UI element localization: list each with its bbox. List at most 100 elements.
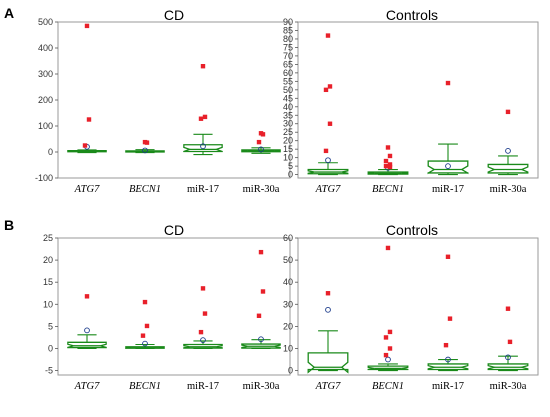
y-tick-label: 500 — [38, 17, 53, 27]
mean-marker — [445, 163, 451, 169]
outlier-point — [82, 143, 88, 148]
outlier-point — [507, 339, 513, 345]
y-tick-label: 5 — [288, 161, 293, 171]
panel-letter-b: B — [4, 217, 14, 233]
mean-marker — [505, 148, 511, 154]
y-tick-label: 70 — [283, 51, 293, 61]
box-body — [125, 150, 165, 153]
outlier-point — [325, 33, 331, 38]
y-tick-label: 10 — [283, 343, 293, 353]
mean-marker — [505, 354, 511, 361]
mean-marker — [200, 143, 206, 150]
box-body — [307, 168, 349, 175]
category-label: BECN1 — [372, 184, 404, 195]
category-label: BECN1 — [372, 381, 404, 392]
outlier-point — [198, 329, 204, 335]
outlier-point — [260, 289, 266, 294]
box-body — [427, 363, 469, 371]
outlier-point — [445, 254, 451, 259]
outlier-point — [385, 145, 391, 150]
box-mir-30a — [487, 109, 529, 176]
outlier-point — [505, 306, 511, 311]
y-tick-label: 200 — [38, 95, 53, 105]
outlier-point — [256, 139, 262, 145]
mean-marker — [142, 147, 148, 154]
y-tick-label: 25 — [43, 233, 53, 243]
y-tick-label: 100 — [38, 121, 53, 131]
box-mir-17 — [427, 254, 469, 372]
outlier-point — [84, 23, 90, 29]
box-body — [183, 144, 223, 153]
outlier-point — [443, 342, 449, 348]
category-label: miR-30a — [243, 184, 280, 195]
box-becn1 — [125, 299, 165, 350]
box-body — [125, 346, 165, 349]
y-tick-label: 5 — [48, 321, 53, 331]
box-body — [241, 343, 281, 349]
y-tick-label: 50 — [283, 255, 293, 265]
box-body — [307, 352, 349, 374]
box-body — [183, 343, 223, 349]
category-label: miR-17 — [187, 184, 219, 195]
mean-marker — [325, 306, 331, 313]
category-label: ATG7 — [74, 184, 100, 195]
outlier-point — [198, 116, 204, 121]
outlier-point — [144, 323, 150, 329]
category-label: miR-17 — [187, 381, 219, 392]
outlier-point — [144, 140, 150, 145]
y-tick-label: 0 — [288, 366, 293, 376]
category-label: miR-17 — [432, 184, 464, 195]
outlier-point — [325, 291, 331, 296]
box-atg7 — [67, 294, 107, 350]
outlier-point — [200, 64, 206, 69]
mean-marker — [445, 356, 451, 363]
mean-marker — [258, 336, 264, 343]
mean-marker — [200, 337, 206, 343]
y-tick-label: 20 — [283, 136, 293, 146]
outlier-point — [327, 121, 333, 126]
category-label: ATG7 — [315, 184, 341, 195]
category-label: BECN1 — [129, 381, 161, 392]
box-mir-17 — [427, 80, 469, 176]
outlier-point — [383, 163, 389, 169]
chart-title: CD — [164, 7, 184, 23]
y-tick-label: 25 — [283, 127, 293, 137]
outlier-point — [323, 148, 329, 154]
y-tick-label: 40 — [283, 102, 293, 112]
y-tick-label: 60 — [283, 233, 293, 243]
outlier-point — [383, 335, 389, 340]
category-label: BECN1 — [129, 184, 161, 195]
outlier-point — [387, 346, 393, 351]
outlier-point — [327, 84, 333, 89]
mean-marker — [325, 157, 331, 164]
y-tick-label: 0 — [48, 343, 53, 353]
outlier-point — [200, 286, 206, 291]
category-label: miR-30a — [490, 184, 527, 195]
y-tick-label: 300 — [38, 69, 53, 79]
chart-title: CD — [164, 222, 184, 238]
y-tick-label: 30 — [283, 119, 293, 129]
y-tick-label: 60 — [283, 68, 293, 78]
plot-frame — [297, 237, 539, 376]
y-tick-label: -100 — [35, 173, 53, 183]
box-atg7 — [307, 291, 349, 374]
y-tick-label: 10 — [283, 153, 293, 163]
plot-frame — [57, 237, 291, 376]
mean-marker — [142, 340, 148, 347]
box-body — [487, 163, 529, 174]
y-tick-label: 0 — [48, 147, 53, 157]
cd-chart-b: CD -5 0 5 10 15 20 25 ATG7 BECN1 miR-17 miR-30a — [43, 222, 291, 392]
y-tick-label: 30 — [283, 299, 293, 309]
chart-title: Controls — [386, 7, 438, 23]
cd-chart-a: CD -100 0 100 200 300 400 500 ATG7 BECN1 miR-17 mi… — [35, 7, 291, 195]
box-atg7 — [67, 23, 107, 154]
outlier-point — [202, 311, 208, 316]
outlier-point — [140, 333, 146, 338]
y-tick-label: 55 — [283, 76, 293, 86]
y-tick-label: 20 — [43, 255, 53, 265]
outlier-point — [383, 158, 389, 164]
y-tick-label: 15 — [283, 144, 293, 154]
y-tick-label: 400 — [38, 43, 53, 53]
outlier-point — [84, 294, 90, 299]
y-tick-label: 85 — [283, 25, 293, 35]
